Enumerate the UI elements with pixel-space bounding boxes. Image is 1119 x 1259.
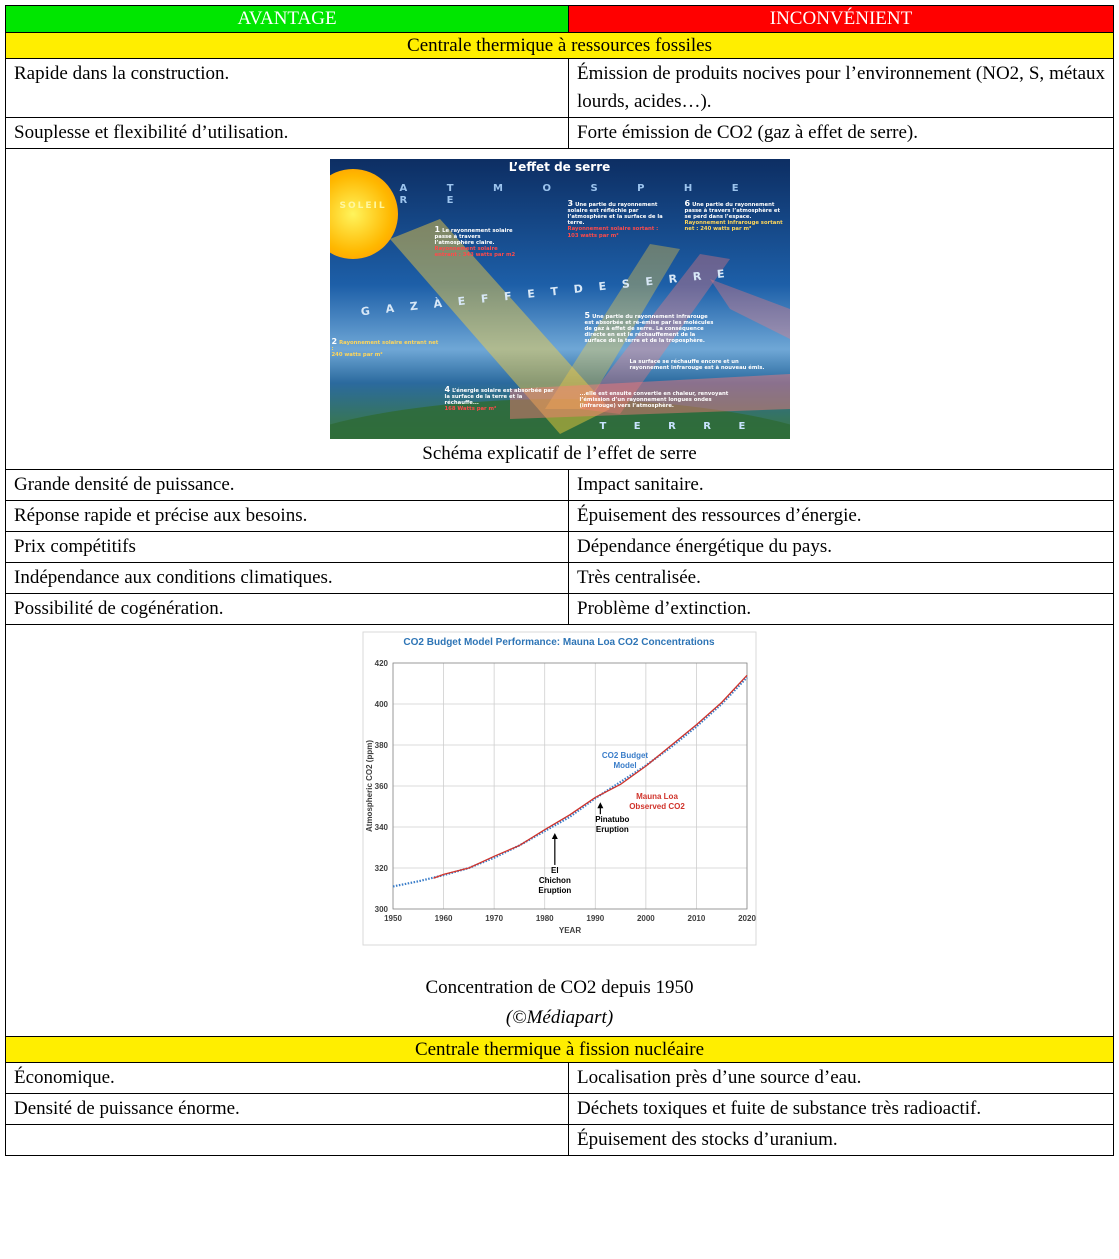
sun-icon bbox=[329, 169, 398, 259]
advantage: Souplesse et flexibilité d’utilisation. bbox=[5, 117, 569, 149]
annotation: El Chichon Eruption bbox=[538, 866, 571, 895]
advantage bbox=[5, 1124, 569, 1156]
series-line bbox=[433, 674, 748, 879]
drawback: Épuisement des ressources d’énergie. bbox=[568, 500, 1114, 532]
advantage: Rapide dans la construction. bbox=[5, 58, 569, 118]
y-tick-label: 400 bbox=[375, 700, 389, 709]
greenhouse-diagram: L’effet de serre A T M O S P H E R E SOL… bbox=[329, 159, 790, 439]
diagram-note: 1 Le rayonnement solaire passe à travers … bbox=[434, 225, 516, 259]
co2-chart: CO2 Budget Model Performance: Mauna Loa … bbox=[362, 631, 757, 946]
table-row: Densité de puissance énorme. Déchets toxi… bbox=[5, 1093, 1114, 1125]
chart-title: CO2 Budget Model Performance: Mauna Loa … bbox=[403, 637, 715, 648]
figure-caption: Schéma explicatif de l’effet de serre bbox=[422, 443, 697, 464]
y-tick-label: 360 bbox=[375, 782, 389, 791]
diagram-note: 2 Rayonnement solaire entrant net :240 wa… bbox=[331, 337, 439, 359]
x-tick-label: 1980 bbox=[536, 914, 554, 923]
diagram-label: T E R R E bbox=[599, 421, 758, 432]
diagram-note: 5 Une partie du rayonnement infrarouge es… bbox=[584, 311, 714, 345]
table-row: Réponse rapide et précise aux besoins. Ép… bbox=[5, 500, 1114, 532]
table-row: Indépendance aux conditions climatiques.… bbox=[5, 562, 1114, 594]
advantage: Possibilité de cogénération. bbox=[5, 593, 569, 625]
x-tick-label: 2000 bbox=[637, 914, 655, 923]
section-title: Centrale thermique à ressources fossiles bbox=[5, 32, 1114, 59]
diagram-title: L’effet de serre bbox=[508, 160, 611, 174]
header-advantage: AVANTAGE bbox=[5, 5, 569, 33]
y-tick-label: 300 bbox=[375, 905, 389, 914]
advantage: Indépendance aux conditions climatiques. bbox=[5, 562, 569, 594]
comparison-table: AVANTAGE INCONVÉNIENT Centrale thermique… bbox=[5, 5, 1114, 1156]
advantage: Prix compétitifs bbox=[5, 531, 569, 563]
drawback: Déchets toxiques et fuite de substance t… bbox=[568, 1093, 1114, 1125]
figure-caption: Concentration de CO2 depuis 1950 bbox=[425, 977, 694, 998]
y-tick-label: 380 bbox=[375, 741, 389, 750]
diagram-note: 3 Une partie du rayonnement solaire est r… bbox=[567, 199, 663, 239]
diagram-note: La surface se réchauffe encore et un ray… bbox=[629, 359, 765, 372]
drawback: Épuisement des stocks d’uranium. bbox=[568, 1124, 1114, 1156]
arrow-head bbox=[551, 832, 558, 839]
diagram-note: 6 Une partie du rayonnement passe à trave… bbox=[684, 199, 783, 233]
x-tick-label: 1970 bbox=[485, 914, 503, 923]
y-tick-label: 420 bbox=[375, 659, 389, 668]
diagram-label: A T M O S P H E R E bbox=[399, 183, 757, 206]
advantage: Économique. bbox=[5, 1062, 569, 1094]
diagram-rays bbox=[329, 219, 790, 439]
x-axis-title: YEAR bbox=[559, 926, 581, 935]
y-tick-label: 320 bbox=[375, 864, 389, 873]
x-tick-label: 1950 bbox=[384, 914, 402, 923]
header-drawback: INCONVÉNIENT bbox=[568, 5, 1114, 33]
table-row: Épuisement des stocks d’uranium. bbox=[5, 1124, 1114, 1156]
annotation: Pinatubo Eruption bbox=[595, 815, 629, 834]
diagram-note: 4 L’énergie solaire est absorbée par la s… bbox=[444, 385, 554, 413]
chart-border bbox=[362, 631, 757, 946]
drawback: Impact sanitaire. bbox=[568, 469, 1114, 501]
drawback: Problème d’extinction. bbox=[568, 593, 1114, 625]
legend-entry: CO2 Budget Model bbox=[602, 751, 649, 770]
arrow-head bbox=[597, 802, 604, 809]
header-row: AVANTAGE INCONVÉNIENT bbox=[5, 5, 1114, 33]
table-row: Grande densité de puissance. Impact sanit… bbox=[5, 469, 1114, 501]
plot-frame bbox=[392, 662, 748, 910]
x-tick-label: 1990 bbox=[586, 914, 604, 923]
legend-entry: Mauna Loa Observed CO2 bbox=[629, 792, 685, 811]
x-tick-label: 1960 bbox=[435, 914, 453, 923]
y-tick-label: 340 bbox=[375, 823, 389, 832]
table-row: Possibilité de cogénération. Problème d’e… bbox=[5, 593, 1114, 625]
table-row: Prix compétitifs Dépendance énergétique d… bbox=[5, 531, 1114, 563]
diagram-label: SOLEIL bbox=[339, 201, 387, 211]
drawback: Forte émission de CO2 (gaz à effet de se… bbox=[568, 117, 1114, 149]
drawback: Localisation près d’une source d’eau. bbox=[568, 1062, 1114, 1094]
advantage: Densité de puissance énorme. bbox=[5, 1093, 569, 1125]
figure-cell: CO2 Budget Model Performance: Mauna Loa … bbox=[5, 624, 1114, 1037]
x-tick-label: 2010 bbox=[688, 914, 706, 923]
y-axis-title: Atmospheric CO2 (ppm) bbox=[365, 740, 374, 832]
drawback: Très centralisée. bbox=[568, 562, 1114, 594]
table-row: Économique. Localisation près d’une sourc… bbox=[5, 1062, 1114, 1094]
advantage: Grande densité de puissance. bbox=[5, 469, 569, 501]
drawback: Émission de produits nocives pour l’envi… bbox=[568, 58, 1114, 118]
figure-cell: L’effet de serre A T M O S P H E R E SOL… bbox=[5, 148, 1114, 470]
x-tick-label: 2020 bbox=[738, 914, 756, 923]
drawback: Dépendance énergétique du pays. bbox=[568, 531, 1114, 563]
figure-credit: (©Médiapart) bbox=[505, 1007, 614, 1028]
section-title: Centrale thermique à fission nucléaire bbox=[5, 1036, 1114, 1063]
advantage: Réponse rapide et précise aux besoins. bbox=[5, 500, 569, 532]
diagram-note: ...elle est ensuite convertie en chaleur… bbox=[579, 391, 729, 410]
